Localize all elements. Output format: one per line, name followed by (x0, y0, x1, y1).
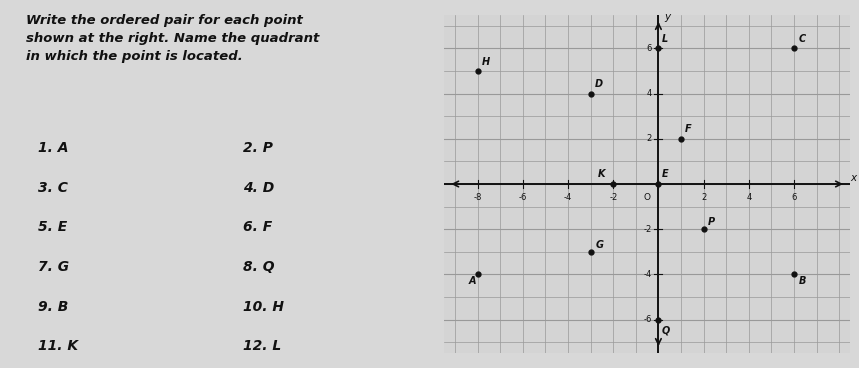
Text: 2: 2 (701, 193, 706, 202)
Text: D: D (595, 79, 603, 89)
Text: O: O (643, 193, 650, 202)
Text: -6: -6 (519, 193, 527, 202)
Text: F: F (685, 124, 691, 134)
Text: 10. H: 10. H (243, 300, 284, 314)
Text: P: P (708, 217, 716, 227)
Text: -2: -2 (643, 225, 652, 234)
Text: H: H (482, 57, 490, 67)
Text: x: x (850, 173, 856, 183)
Text: 6: 6 (646, 44, 652, 53)
Text: 1. A: 1. A (39, 141, 69, 155)
Text: 5. E: 5. E (39, 220, 68, 234)
Text: 2: 2 (646, 134, 652, 143)
Text: y: y (664, 12, 670, 22)
Text: -6: -6 (643, 315, 652, 324)
Text: 8. Q: 8. Q (243, 260, 275, 274)
Text: -4: -4 (643, 270, 652, 279)
Text: -2: -2 (609, 193, 618, 202)
Text: A: A (469, 276, 476, 286)
Text: L: L (661, 34, 668, 44)
Text: 2. P: 2. P (243, 141, 273, 155)
Text: 6: 6 (791, 193, 796, 202)
Text: Q: Q (661, 325, 670, 335)
Text: G: G (595, 240, 603, 250)
Text: 4: 4 (746, 193, 752, 202)
Text: 4: 4 (646, 89, 652, 98)
Text: K: K (597, 170, 605, 180)
Text: C: C (799, 34, 806, 44)
Text: 9. B: 9. B (39, 300, 69, 314)
Text: Write the ordered pair for each point
shown at the right. Name the quadrant
in w: Write the ordered pair for each point sh… (26, 14, 319, 64)
Text: 7. G: 7. G (39, 260, 70, 274)
Text: 12. L: 12. L (243, 339, 282, 353)
Text: -8: -8 (473, 193, 482, 202)
Text: B: B (799, 276, 806, 286)
Text: -4: -4 (564, 193, 572, 202)
Text: 3. C: 3. C (39, 181, 69, 195)
Text: 11. K: 11. K (39, 339, 78, 353)
Text: E: E (661, 170, 668, 180)
Text: 4. D: 4. D (243, 181, 275, 195)
Text: 6. F: 6. F (243, 220, 272, 234)
